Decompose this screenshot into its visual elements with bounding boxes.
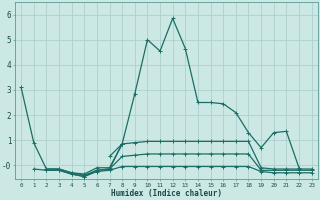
X-axis label: Humidex (Indice chaleur): Humidex (Indice chaleur) <box>111 189 222 198</box>
